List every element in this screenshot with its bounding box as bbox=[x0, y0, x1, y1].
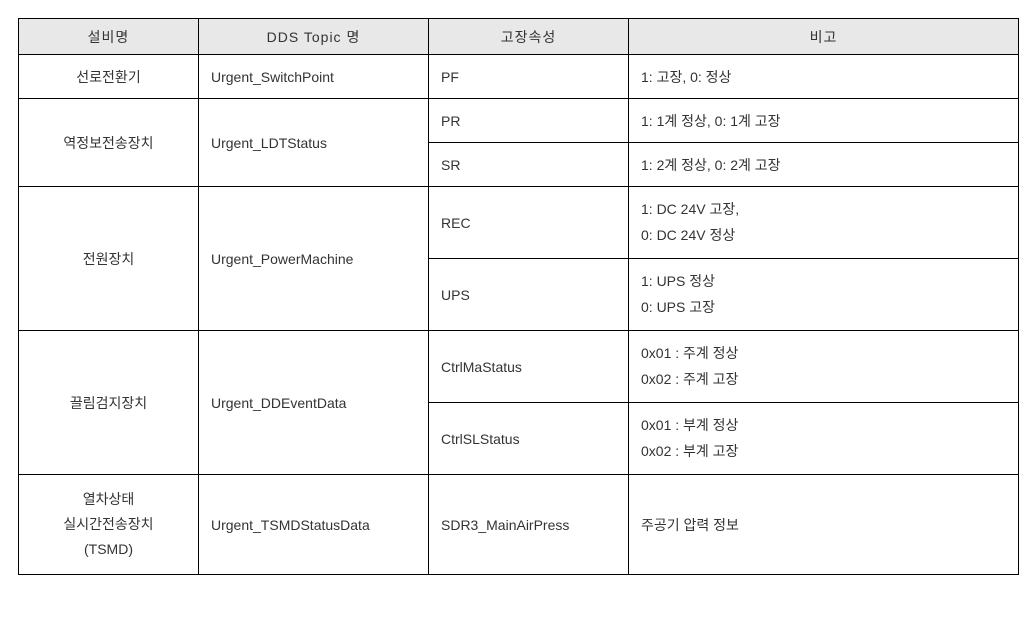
note-line: 0: DC 24V 정상 bbox=[641, 227, 735, 243]
table-row: 열차상태 실시간전송장치 (TSMD) Urgent_TSMDStatusDat… bbox=[19, 475, 1019, 575]
cell-attr: SDR3_MainAirPress bbox=[429, 475, 629, 575]
cell-attr: CtrlMaStatus bbox=[429, 331, 629, 403]
cell-note: 주공기 압력 정보 bbox=[629, 475, 1019, 575]
table-header-row: 설비명 DDS Topic 명 고장속성 비고 bbox=[19, 19, 1019, 55]
cell-attr: PR bbox=[429, 99, 629, 143]
cell-note: 1: 2계 정상, 0: 2계 고장 bbox=[629, 143, 1019, 187]
cell-note: 0x01 : 부계 정상 0x02 : 부계 고장 bbox=[629, 403, 1019, 475]
cell-note: 1: 1계 정상, 0: 1계 고장 bbox=[629, 99, 1019, 143]
cell-attr: PF bbox=[429, 55, 629, 99]
dds-topic-table: 설비명 DDS Topic 명 고장속성 비고 선로전환기 Urgent_Swi… bbox=[18, 18, 1019, 575]
header-note: 비고 bbox=[629, 19, 1019, 55]
cell-topic: Urgent_PowerMachine bbox=[199, 187, 429, 331]
cell-topic: Urgent_SwitchPoint bbox=[199, 55, 429, 99]
cell-topic: Urgent_TSMDStatusData bbox=[199, 475, 429, 575]
cell-attr: SR bbox=[429, 143, 629, 187]
header-topic: DDS Topic 명 bbox=[199, 19, 429, 55]
cell-topic: Urgent_DDEventData bbox=[199, 331, 429, 475]
note-line: 1: DC 24V 고장, bbox=[641, 201, 739, 217]
cell-note: 1: 고장, 0: 정상 bbox=[629, 55, 1019, 99]
cell-attr: UPS bbox=[429, 259, 629, 331]
note-line: 0x01 : 부계 정상 bbox=[641, 417, 738, 433]
cell-equip: 역정보전송장치 bbox=[19, 99, 199, 187]
cell-attr: CtrlSLStatus bbox=[429, 403, 629, 475]
note-line: 0x02 : 주계 고장 bbox=[641, 371, 738, 387]
note-line: 0x02 : 부계 고장 bbox=[641, 443, 738, 459]
table-row: 역정보전송장치 Urgent_LDTStatus PR 1: 1계 정상, 0:… bbox=[19, 99, 1019, 143]
cell-equip: 전원장치 bbox=[19, 187, 199, 331]
note-line: 0x01 : 주계 정상 bbox=[641, 345, 738, 361]
cell-equip: 열차상태 실시간전송장치 (TSMD) bbox=[19, 475, 199, 575]
cell-equip: 선로전환기 bbox=[19, 55, 199, 99]
table-row: 선로전환기 Urgent_SwitchPoint PF 1: 고장, 0: 정상 bbox=[19, 55, 1019, 99]
note-line: 1: UPS 정상 bbox=[641, 273, 715, 289]
header-attr: 고장속성 bbox=[429, 19, 629, 55]
cell-note: 0x01 : 주계 정상 0x02 : 주계 고장 bbox=[629, 331, 1019, 403]
table-row: 전원장치 Urgent_PowerMachine REC 1: DC 24V 고… bbox=[19, 187, 1019, 259]
cell-topic: Urgent_LDTStatus bbox=[199, 99, 429, 187]
note-line: 0: UPS 고장 bbox=[641, 299, 715, 315]
cell-note: 1: UPS 정상 0: UPS 고장 bbox=[629, 259, 1019, 331]
equip-line: 열차상태 bbox=[83, 491, 135, 507]
cell-attr: REC bbox=[429, 187, 629, 259]
equip-line: (TSMD) bbox=[84, 541, 133, 557]
cell-equip: 끌림검지장치 bbox=[19, 331, 199, 475]
cell-note: 1: DC 24V 고장, 0: DC 24V 정상 bbox=[629, 187, 1019, 259]
table-row: 끌림검지장치 Urgent_DDEventData CtrlMaStatus 0… bbox=[19, 331, 1019, 403]
equip-line: 실시간전송장치 bbox=[63, 516, 153, 532]
header-equip: 설비명 bbox=[19, 19, 199, 55]
